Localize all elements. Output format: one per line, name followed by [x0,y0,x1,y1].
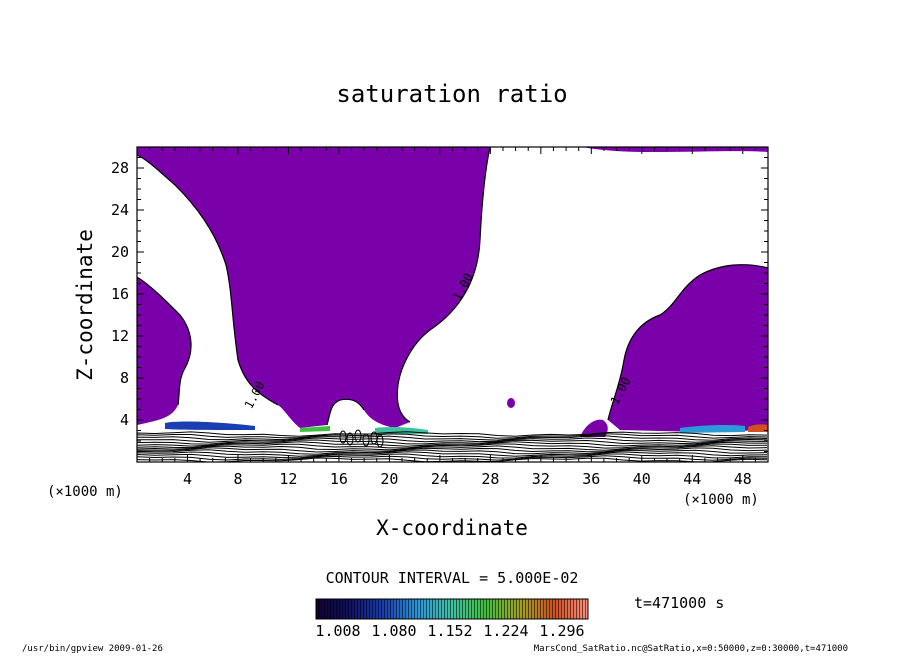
z-tick-label: 16 [111,285,129,303]
colorbar-tick-label: 1.008 [315,622,360,640]
x-tick-label: 32 [532,470,550,488]
z-unit-label: (×1000 m) [47,484,123,500]
colorbar [316,599,588,619]
z-tick-label: 8 [120,369,129,387]
colorbar-tick-label: 1.080 [371,622,416,640]
x-unit-label: (×1000 m) [683,492,759,508]
colorbar-tick-label: 1.296 [539,622,584,640]
x-tick-label: 24 [431,470,449,488]
colorbar-tick-label: 1.224 [483,622,528,640]
x-tick-label: 4 [183,470,192,488]
plot-area [137,147,768,462]
colorbar-stripes [316,599,588,619]
footer-right: MarsCond_SatRatio.nc@SatRatio,x=0:50000,… [534,644,848,654]
x-tick-label: 48 [734,470,752,488]
z-tick-label: 4 [120,411,129,429]
subsaturated-patch-30 [507,398,515,408]
x-tick-label: 28 [481,470,499,488]
x-tick-label: 16 [330,470,348,488]
z-tick-label: 20 [111,243,129,261]
time-label: t=471000 s [634,594,724,612]
x-tick-label: 40 [633,470,651,488]
x-tick-label: 20 [380,470,398,488]
x-axis-label: X-coordinate [376,516,528,540]
colorbar-ticks: 1.008 1.080 1.152 1.224 1.296 [315,622,584,640]
x-tick-label: 8 [233,470,242,488]
x-tick-label: 36 [582,470,600,488]
z-tick-label: 24 [111,201,129,219]
x-tick-label: 12 [279,470,297,488]
x-tick-label: 44 [683,470,701,488]
contour-interval: CONTOUR INTERVAL = 5.000E-02 [326,569,579,587]
z-tick-label: 12 [111,327,129,345]
footer-left: /usr/bin/gpview 2009-01-26 [22,644,163,654]
z-tick-label: 28 [111,159,129,177]
colorbar-tick-label: 1.152 [427,622,472,640]
y-axis-label: Z-coordinate [73,229,97,381]
chart-title: saturation ratio [336,80,567,108]
